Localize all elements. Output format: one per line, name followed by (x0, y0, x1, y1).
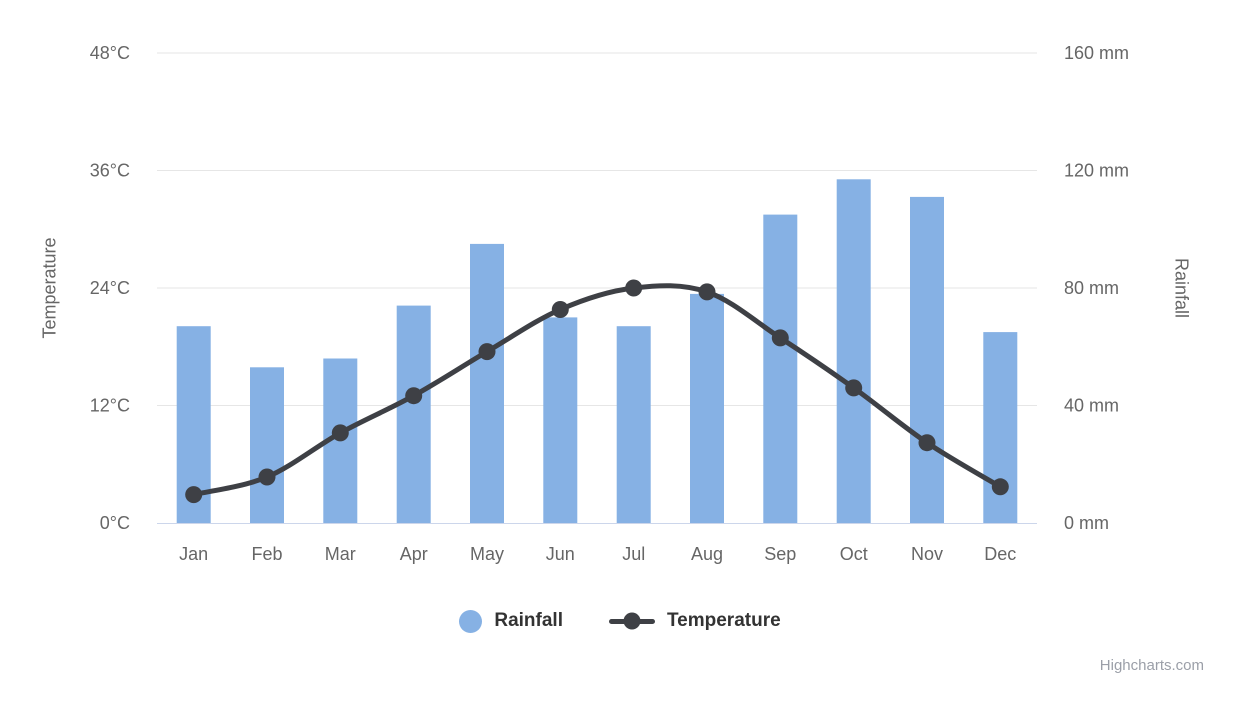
rainfall-swatch-icon (459, 609, 483, 633)
temperature-point-mar[interactable] (331, 424, 349, 442)
temperature-point-dec[interactable] (991, 478, 1009, 496)
rainfall-bar-jul[interactable] (616, 326, 651, 523)
legend: Rainfall Temperature (0, 601, 1240, 641)
x-axis-label-jul: Jul (622, 544, 645, 564)
x-axis-label-sep: Sep (764, 544, 796, 564)
rainfall-bar-apr[interactable] (396, 305, 431, 523)
highcharts-credits-link[interactable]: Highcharts.com (1099, 657, 1204, 674)
temperature-point-oct[interactable] (845, 379, 863, 397)
temperature-point-may[interactable] (478, 343, 496, 361)
rainfall-bar-jun[interactable] (543, 317, 578, 523)
x-axis-label-jun: Jun (546, 544, 575, 564)
x-axis-label-may: May (470, 544, 504, 564)
temperature-point-aug[interactable] (698, 283, 716, 301)
temperature-line-marker-icon (608, 612, 655, 630)
x-axis-label-mar: Mar (325, 544, 356, 564)
left-axis-label: 36°C (90, 161, 130, 181)
temperature-point-sep[interactable] (771, 329, 789, 347)
x-axis-label-apr: Apr (400, 544, 428, 564)
right-axis-label: 160 mm (1064, 43, 1129, 63)
temperature-line[interactable] (191, 283, 1003, 498)
right-axis-label: 40 mm (1064, 396, 1119, 416)
left-axis-title: Temperature (39, 237, 60, 339)
right-axis-title: Rainfall (1171, 257, 1192, 319)
left-axis-label: 0°C (100, 513, 130, 533)
temperature-point-nov[interactable] (918, 434, 936, 452)
temperature-point-jan[interactable] (185, 486, 203, 504)
temperature-point-jul[interactable] (625, 279, 643, 297)
x-axis-label-oct: Oct (840, 544, 868, 564)
left-axis-label: 12°C (90, 396, 130, 416)
rainfall-bar-nov[interactable] (910, 196, 944, 523)
rainfall-bar-may[interactable] (470, 243, 504, 523)
left-axis-label: 48°C (90, 43, 130, 63)
x-axis-label-nov: Nov (911, 544, 943, 564)
rainfall-bar-aug[interactable] (690, 293, 724, 523)
x-axis-label-jan: Jan (179, 544, 208, 564)
temperature-point-feb[interactable] (258, 468, 276, 486)
x-axis-label-feb: Feb (251, 544, 282, 564)
x-axis-label-dec: Dec (984, 544, 1016, 564)
legend-item-rainfall[interactable]: Rainfall (459, 609, 563, 633)
x-axis-label-aug: Aug (691, 544, 723, 564)
rainfall-bar-sep[interactable] (763, 214, 798, 523)
rainfall-bar-feb[interactable] (250, 367, 284, 523)
right-axis-label: 80 mm (1064, 278, 1119, 298)
temperature-point-apr[interactable] (405, 387, 423, 405)
legend-label-rainfall: Rainfall (494, 610, 563, 631)
left-axis-label: 24°C (90, 278, 130, 298)
rainfall-bar-oct[interactable] (836, 179, 871, 524)
temperature-point-jun[interactable] (551, 301, 569, 318)
legend-label-temperature: Temperature (666, 610, 781, 631)
legend-item-temperature[interactable]: Temperature (608, 610, 781, 632)
right-axis-label: 120 mm (1064, 161, 1129, 181)
right-axis-label: 0 mm (1064, 513, 1109, 533)
